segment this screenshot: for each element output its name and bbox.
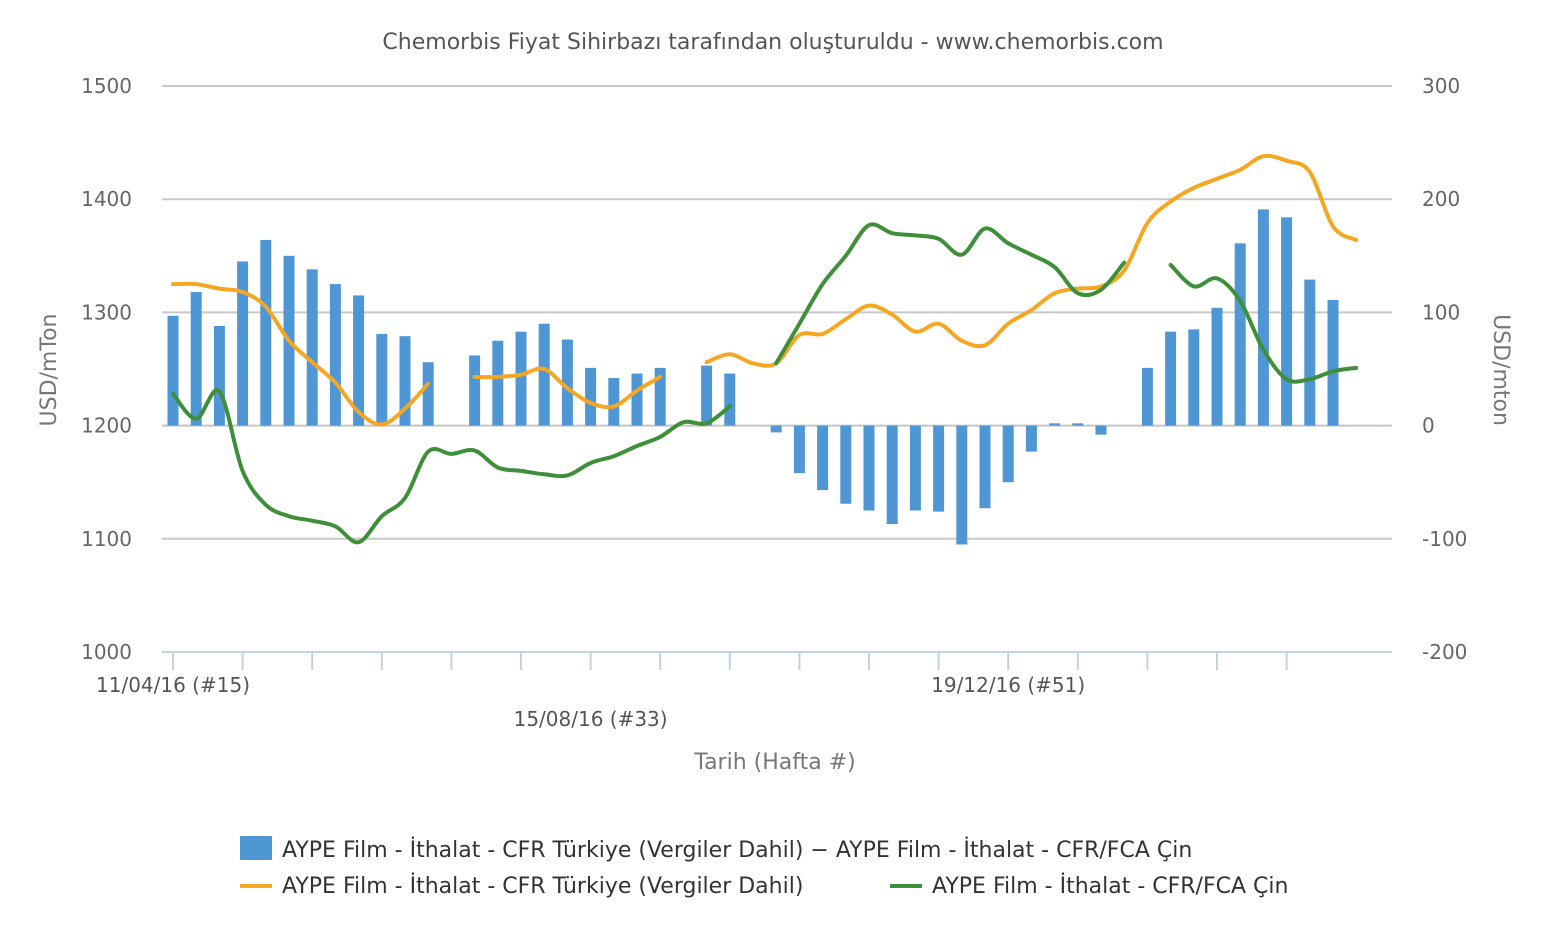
bar: [492, 340, 504, 426]
line-turkiye-segment: [171, 281, 431, 427]
legend-label-turkiye: AYPE Film - İthalat - CFR Türkiye (Vergi…: [282, 873, 803, 899]
bar: [1211, 307, 1223, 426]
bar: [1002, 425, 1014, 483]
bar: [561, 339, 573, 426]
bar: [1141, 367, 1153, 426]
y-axis-right-title: USD/mton: [1488, 314, 1513, 426]
y-right-tick-label: 200: [1422, 187, 1460, 211]
line-series: [171, 153, 1359, 545]
bar: [1095, 425, 1107, 435]
bar: [1257, 209, 1269, 426]
line-cin-segment: [171, 388, 732, 545]
bar: [909, 425, 921, 511]
bar: [793, 425, 805, 474]
bar: [167, 315, 179, 426]
bar: [237, 261, 249, 426]
bar: [956, 425, 968, 545]
x-axis-title: Tarih (Hafta #): [693, 750, 855, 775]
bar: [306, 269, 318, 426]
bar: [1072, 423, 1084, 426]
legend-swatch-bar: [240, 836, 272, 860]
bar: [1165, 331, 1177, 426]
legend: AYPE Film - İthalat - CFR Türkiye (Vergi…: [240, 836, 1288, 899]
bar: [933, 425, 945, 512]
bar: [886, 425, 898, 525]
bar: [817, 425, 829, 491]
line-cin-segment: [774, 222, 1127, 366]
bar: [376, 333, 388, 426]
bar: [1025, 425, 1037, 452]
bar: [1049, 423, 1061, 426]
line-turkiye-segment: [472, 366, 663, 410]
grid: [162, 85, 1392, 540]
bar: [770, 425, 782, 433]
bar: [213, 325, 225, 426]
y-left-tick-label: 1100: [81, 527, 132, 551]
y-right-tick-label: -100: [1422, 527, 1467, 551]
bar: [538, 323, 550, 426]
y-axis-left-title: USD/mTon: [37, 314, 62, 427]
x-tick-label: 15/08/16 (#33): [514, 707, 668, 731]
y-right-tick-label: 100: [1422, 300, 1460, 324]
y-left-tick-label: 1200: [81, 414, 132, 438]
legend-label-bar: AYPE Film - İthalat - CFR Türkiye (Vergi…: [282, 837, 1192, 863]
bar: [399, 336, 411, 426]
y-left-tick-label: 1300: [81, 300, 132, 324]
chart-title: Chemorbis Fiyat Sihirbazı tarafından olu…: [382, 30, 1163, 55]
y-right-tick-label: 300: [1422, 74, 1460, 98]
bar: [260, 239, 272, 426]
y-left-tick-label: 1400: [81, 187, 132, 211]
y-right-tick-label: -200: [1422, 640, 1467, 664]
bar: [1281, 217, 1293, 426]
axes: 1000 1100 1200 1300 1400 1500 -200 -100 0 100 200 3…: [81, 74, 1467, 731]
line-cin-segment: [1168, 262, 1359, 384]
bar: [608, 378, 620, 426]
bar: [1188, 329, 1200, 426]
bar: [469, 355, 481, 426]
bar: [422, 362, 434, 426]
x-tick-label: 19/12/16 (#51): [931, 673, 1085, 697]
bar: [329, 284, 341, 426]
bar: [724, 373, 736, 426]
bar: [585, 367, 597, 426]
bar: [863, 425, 875, 511]
y-left-tick-label: 1500: [81, 74, 132, 98]
bar: [515, 331, 527, 426]
bar: [1234, 243, 1246, 426]
bar-series: [167, 209, 1339, 545]
bar: [979, 425, 991, 509]
x-tick-label: 11/04/16 (#15): [96, 673, 250, 697]
line-turkiye-segment: [704, 153, 1359, 368]
bar: [1304, 279, 1316, 426]
bar: [353, 295, 365, 426]
bar: [840, 425, 852, 504]
legend-label-cin: AYPE Film - İthalat - CFR/FCA Çin: [932, 873, 1288, 899]
y-right-tick-label: 0: [1422, 414, 1435, 438]
y-left-tick-label: 1000: [81, 640, 132, 664]
bar: [654, 367, 666, 426]
bar: [631, 373, 643, 426]
bar: [701, 365, 713, 426]
bar: [1327, 299, 1339, 426]
bar: [190, 292, 202, 426]
